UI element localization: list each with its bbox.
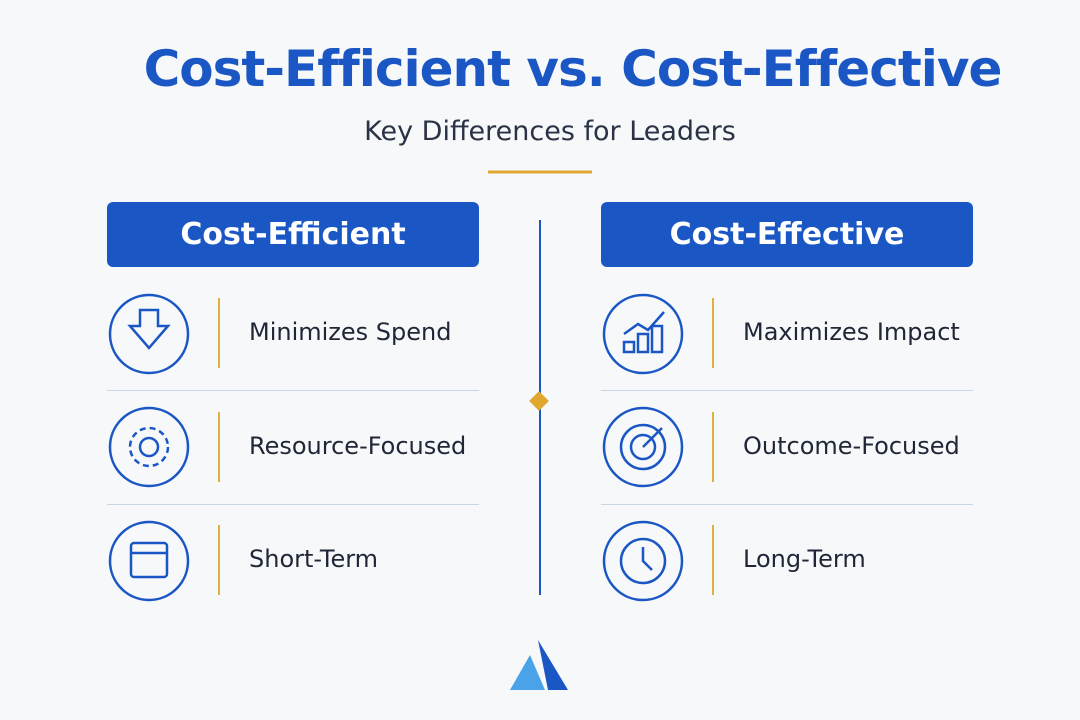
divider [218, 411, 220, 482]
divider [712, 411, 714, 482]
separator [601, 503, 973, 505]
separator [107, 390, 479, 391]
divider [218, 525, 220, 595]
subtitle: Key Differences for Leaders [364, 116, 736, 147]
item-label: Short-Term [249, 545, 379, 573]
item-label: Long-Term [743, 545, 866, 573]
item-label: Maximizes Impact [743, 318, 960, 346]
item-label: Outcome-Focused [743, 431, 960, 460]
column-heading: Cost-Efficient [107, 202, 479, 267]
title: Cost-Efficient vs. Cost-Effective [143, 40, 1003, 98]
separator [107, 503, 479, 505]
column-heading: Cost-Effective [601, 202, 973, 267]
divider [712, 298, 714, 368]
item-label: Resource-Focused [249, 431, 467, 460]
divider [712, 525, 714, 595]
separator [601, 390, 973, 391]
item-label: Minimizes Spend [249, 318, 452, 346]
divider [218, 298, 220, 368]
